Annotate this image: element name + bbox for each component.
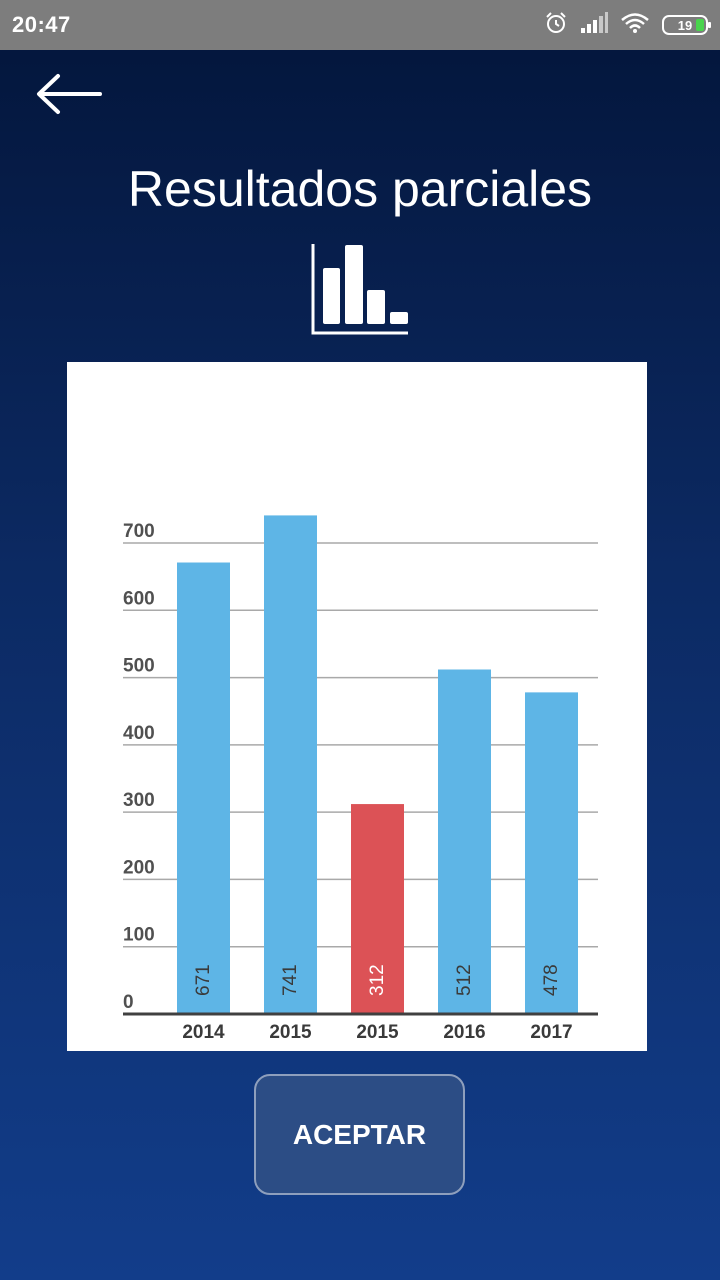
battery-level: 19 — [677, 17, 693, 33]
accept-button[interactable]: ACEPTAR — [254, 1074, 465, 1195]
bar — [177, 562, 230, 1014]
x-category-label: 2015 — [356, 1022, 399, 1043]
wifi-icon — [620, 12, 650, 39]
bar — [438, 669, 491, 1014]
bar-chart-icon — [310, 242, 410, 341]
page-title: Resultados parciales — [127, 161, 593, 217]
y-tick-label: 300 — [123, 790, 155, 811]
y-tick-label: 400 — [123, 723, 155, 744]
bar-data-label: 478 — [541, 964, 562, 996]
alarm-icon — [544, 11, 568, 40]
bar — [351, 804, 404, 1014]
x-category-label: 2017 — [530, 1022, 572, 1043]
bar-data-label: 512 — [454, 964, 475, 996]
bar-data-label: 312 — [367, 964, 388, 996]
bar-data-label: 741 — [280, 964, 301, 996]
status-time: 20:47 — [12, 12, 71, 37]
signal-icon — [580, 11, 608, 39]
bar — [264, 515, 317, 1014]
x-category-label: 2016 — [443, 1022, 485, 1043]
x-category-label: 2015 — [269, 1022, 312, 1043]
status-icons: 19 — [544, 11, 711, 40]
bar-data-label: 671 — [193, 964, 214, 996]
y-tick-label: 500 — [123, 656, 155, 677]
back-arrow-icon — [37, 74, 102, 114]
back-button[interactable] — [34, 70, 104, 118]
y-tick-label: 100 — [123, 925, 155, 946]
y-tick-label: 600 — [123, 588, 155, 609]
x-category-label: 2014 — [182, 1022, 225, 1043]
y-tick-label: 0 — [123, 992, 134, 1013]
chart-card: 0 100 200 300 400 500 600 700 671 2014 741 2015 312 2… — [67, 362, 647, 1051]
y-tick-label: 700 — [123, 521, 155, 542]
bar — [525, 692, 578, 1014]
battery-icon: 19 — [662, 15, 711, 35]
bar-chart: 0 100 200 300 400 500 600 700 671 2014 741 2015 312 2… — [123, 515, 598, 1043]
y-tick-label: 200 — [123, 857, 155, 878]
status-bar: 20:47 — [0, 0, 720, 50]
